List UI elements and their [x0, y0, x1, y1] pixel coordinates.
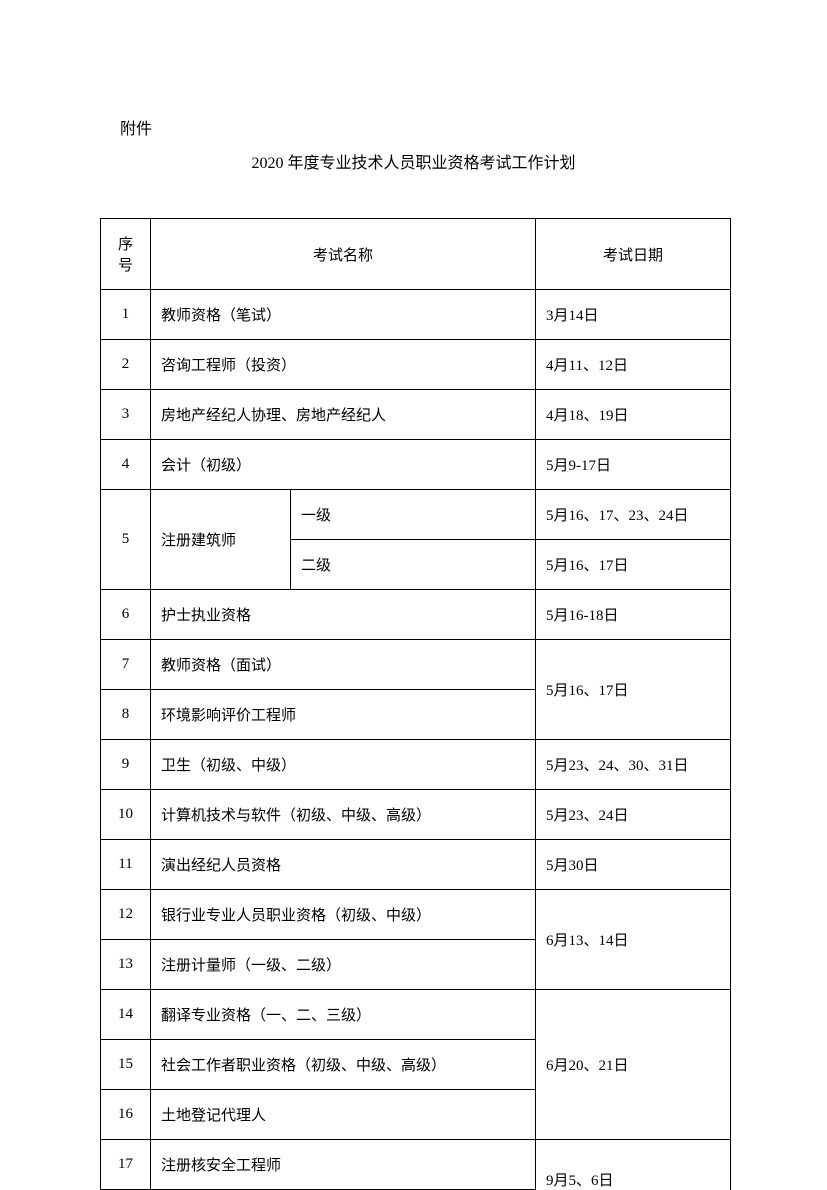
row-name: 会计（初级） — [151, 440, 536, 490]
row-date: 5月16、17、23、24日 — [536, 490, 731, 540]
row-seq: 2 — [101, 340, 151, 390]
row-seq: 7 — [101, 640, 151, 690]
row-name: 教师资格（笔试） — [151, 290, 536, 340]
row-name: 银行业专业人员职业资格（初级、中级） — [151, 890, 536, 940]
row-seq: 4 — [101, 440, 151, 490]
row-subname: 二级 — [291, 540, 536, 590]
table-row: 17 注册核安全工程师 9月5、6日 — [101, 1140, 731, 1190]
row-seq: 17 — [101, 1140, 151, 1190]
row-subname: 一级 — [291, 490, 536, 540]
table-row: 4 会计（初级） 5月9-17日 — [101, 440, 731, 490]
row-seq: 1 — [101, 290, 151, 340]
row-date: 5月23、24、30、31日 — [536, 740, 731, 790]
header-seq: 序号 — [101, 219, 151, 290]
row-name: 社会工作者职业资格（初级、中级、高级） — [151, 1040, 536, 1090]
table-row: 9 卫生（初级、中级） 5月23、24、30、31日 — [101, 740, 731, 790]
table-row: 7 教师资格（面试） 5月16、17日 — [101, 640, 731, 690]
table-row: 14 翻译专业资格（一、二、三级） 6月20、21日 — [101, 990, 731, 1040]
row-date: 5月16-18日 — [536, 590, 731, 640]
header-date: 考试日期 — [536, 219, 731, 290]
row-seq: 11 — [101, 840, 151, 890]
attachment-label: 附件 — [120, 115, 727, 139]
page-title: 2020 年度专业技术人员职业资格考试工作计划 — [100, 149, 727, 173]
row-seq: 3 — [101, 390, 151, 440]
row-seq: 13 — [101, 940, 151, 990]
table-row: 2 咨询工程师（投资） 4月11、12日 — [101, 340, 731, 390]
row-seq: 5 — [101, 490, 151, 590]
row-name: 咨询工程师（投资） — [151, 340, 536, 390]
table-row: 6 护士执业资格 5月16-18日 — [101, 590, 731, 640]
row-seq: 14 — [101, 990, 151, 1040]
row-name: 土地登记代理人 — [151, 1090, 536, 1140]
row-date: 4月18、19日 — [536, 390, 731, 440]
row-date: 5月16、17日 — [536, 540, 731, 590]
row-name: 注册建筑师 — [151, 490, 291, 590]
row-name: 注册核安全工程师 — [151, 1140, 536, 1190]
row-seq: 9 — [101, 740, 151, 790]
table-row: 12 银行业专业人员职业资格（初级、中级） 6月13、14日 — [101, 890, 731, 940]
row-name: 房地产经纪人协理、房地产经纪人 — [151, 390, 536, 440]
row-date: 4月11、12日 — [536, 340, 731, 390]
exam-schedule-table: 序号 考试名称 考试日期 1 教师资格（笔试） 3月14日 2 咨询工程师（投资… — [100, 218, 731, 1190]
row-seq: 8 — [101, 690, 151, 740]
page-container: 附件 2020 年度专业技术人员职业资格考试工作计划 序号 考试名称 考试日期 … — [0, 0, 827, 1190]
row-name: 演出经纪人员资格 — [151, 840, 536, 890]
row-date: 3月14日 — [536, 290, 731, 340]
row-date: 6月13、14日 — [536, 890, 731, 990]
row-seq: 10 — [101, 790, 151, 840]
table-row: 10 计算机技术与软件（初级、中级、高级） 5月23、24日 — [101, 790, 731, 840]
row-name: 卫生（初级、中级） — [151, 740, 536, 790]
row-seq: 15 — [101, 1040, 151, 1090]
row-date: 6月20、21日 — [536, 990, 731, 1140]
row-seq: 16 — [101, 1090, 151, 1140]
table-row: 3 房地产经纪人协理、房地产经纪人 4月18、19日 — [101, 390, 731, 440]
table-row: 5 注册建筑师 一级 5月16、17、23、24日 — [101, 490, 731, 540]
table-header-row: 序号 考试名称 考试日期 — [101, 219, 731, 290]
row-name: 注册计量师（一级、二级） — [151, 940, 536, 990]
row-seq: 6 — [101, 590, 151, 640]
header-name: 考试名称 — [151, 219, 536, 290]
row-date: 9月5、6日 — [536, 1140, 731, 1190]
row-date: 5月30日 — [536, 840, 731, 890]
row-name: 环境影响评价工程师 — [151, 690, 536, 740]
table-row: 11 演出经纪人员资格 5月30日 — [101, 840, 731, 890]
row-date: 5月23、24日 — [536, 790, 731, 840]
row-seq: 12 — [101, 890, 151, 940]
table-row: 1 教师资格（笔试） 3月14日 — [101, 290, 731, 340]
row-date: 5月9-17日 — [536, 440, 731, 490]
row-name: 教师资格（面试） — [151, 640, 536, 690]
row-date: 5月16、17日 — [536, 640, 731, 740]
row-name: 护士执业资格 — [151, 590, 536, 640]
row-name: 翻译专业资格（一、二、三级） — [151, 990, 536, 1040]
row-name: 计算机技术与软件（初级、中级、高级） — [151, 790, 536, 840]
